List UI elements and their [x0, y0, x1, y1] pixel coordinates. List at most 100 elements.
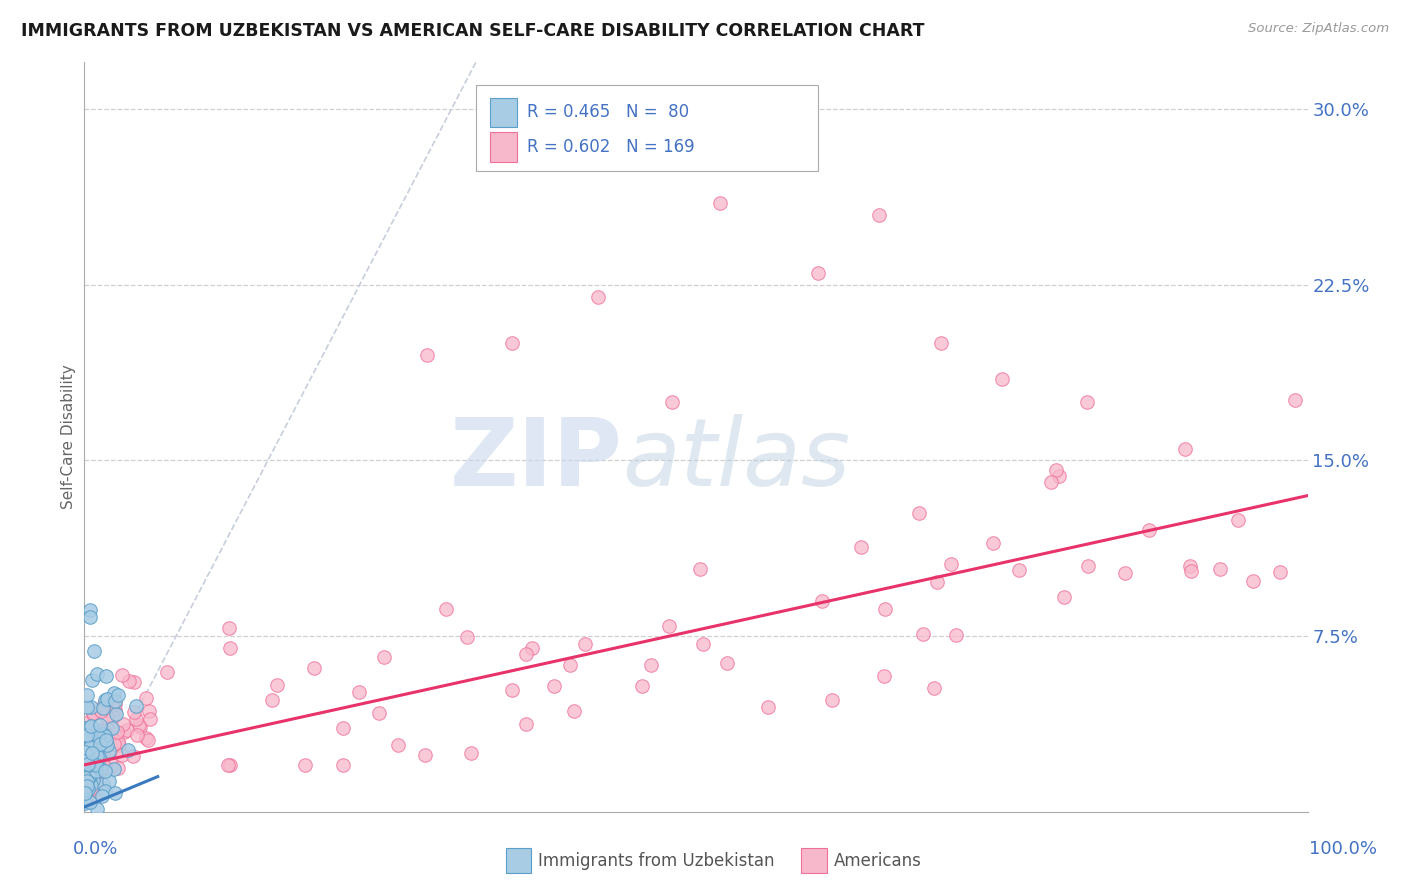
Point [692, 637, 714, 651]
Point [73, 789, 96, 803]
Point [631, 679, 654, 693]
Point [1053, 591, 1076, 605]
Point [91, 777, 114, 791]
Point [218, 621, 240, 635]
Point [89, 718, 111, 732]
Point [79, 758, 101, 772]
Point [83, 759, 105, 773]
Point [908, 506, 931, 520]
FancyBboxPatch shape [475, 85, 818, 171]
Point [73, 747, 96, 761]
Point [76, 780, 98, 794]
Point [75, 747, 97, 761]
Point [93, 784, 115, 798]
Point [90, 724, 112, 739]
Point [91, 728, 114, 742]
Point [332, 758, 354, 772]
Point [77, 782, 100, 797]
Point [574, 637, 596, 651]
Point [515, 716, 537, 731]
Point [86, 766, 108, 780]
Point [1047, 468, 1070, 483]
Point [98, 728, 121, 742]
Point [80, 729, 103, 743]
Point [80, 740, 103, 755]
Point [80, 734, 103, 748]
Point [925, 575, 948, 590]
Point [104, 786, 127, 800]
Point [538, 137, 561, 152]
Point [76, 783, 98, 797]
Point [91, 789, 114, 803]
Point [75, 752, 97, 766]
Point [76, 746, 98, 760]
Point [79, 759, 101, 773]
Point [387, 738, 409, 752]
Point [91, 727, 114, 741]
Point [76, 724, 98, 739]
Point [96, 722, 118, 736]
Point [89, 727, 111, 741]
Point [87, 739, 110, 753]
Point [75, 763, 97, 777]
Point [373, 649, 395, 664]
Point [122, 675, 145, 690]
Point [1045, 462, 1067, 476]
FancyBboxPatch shape [491, 132, 517, 162]
Point [80, 784, 103, 798]
Point [75, 734, 97, 748]
Point [73, 743, 96, 757]
Point [640, 657, 662, 672]
Point [89, 761, 111, 775]
Point [501, 682, 523, 697]
Point [75, 796, 97, 810]
Point [117, 723, 139, 738]
Point [77, 779, 100, 793]
Point [332, 721, 354, 735]
Point [82, 773, 104, 788]
Point [76, 774, 98, 789]
Point [77, 768, 100, 782]
Point [83, 756, 105, 771]
Point [75, 764, 97, 778]
Point [586, 289, 609, 303]
Point [86, 737, 108, 751]
Point [73, 721, 96, 735]
Point [1268, 565, 1291, 579]
Point [1241, 574, 1264, 588]
Point [82, 706, 104, 721]
Point [75, 774, 97, 789]
Point [76, 727, 98, 741]
Point [86, 760, 108, 774]
Point [79, 740, 101, 755]
Point [1076, 395, 1098, 409]
FancyBboxPatch shape [491, 97, 517, 128]
Point [77, 758, 100, 772]
Point [91, 747, 114, 761]
Point [80, 764, 103, 779]
Point [82, 706, 104, 720]
Point [86, 736, 108, 750]
Point [104, 733, 127, 747]
Point [118, 673, 141, 688]
Point [86, 737, 108, 751]
Point [77, 752, 100, 766]
Point [73, 732, 96, 747]
Text: atlas: atlas [623, 414, 851, 505]
Point [107, 734, 129, 748]
Point [90, 744, 112, 758]
Point [75, 745, 97, 759]
Point [90, 723, 112, 737]
Text: 100.0%: 100.0% [1309, 840, 1376, 858]
Point [111, 716, 134, 731]
Point [91, 731, 114, 745]
Point [82, 746, 104, 760]
Point [991, 371, 1014, 385]
Point [83, 723, 105, 737]
Point [86, 739, 108, 754]
Point [82, 730, 104, 744]
Point [107, 688, 129, 702]
Point [104, 703, 127, 717]
Point [80, 754, 103, 768]
Point [111, 747, 134, 762]
